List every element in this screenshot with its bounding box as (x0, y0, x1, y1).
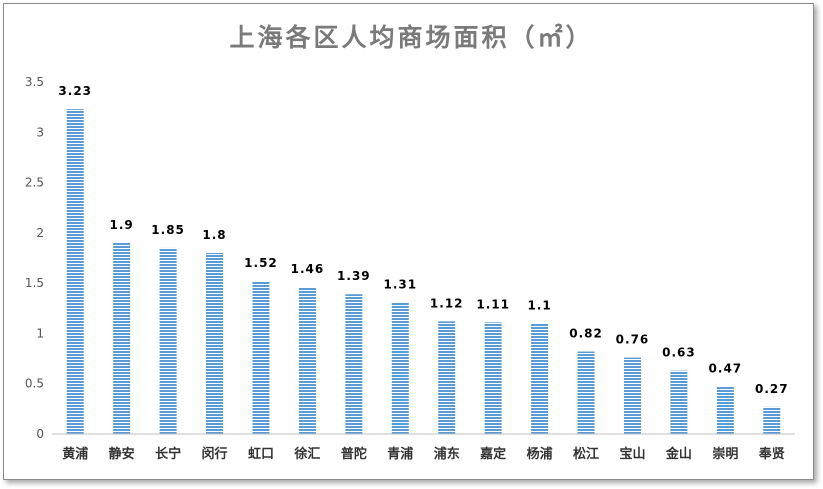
y-tick-label: 0.5 (25, 377, 44, 391)
bar (252, 281, 270, 434)
y-tick-label: 1.5 (25, 276, 44, 290)
y-tick-label: 2 (36, 226, 44, 240)
bar (391, 302, 409, 434)
x-tick-label: 长宁 (155, 446, 181, 462)
data-label: 1.31 (383, 277, 417, 291)
data-label: 1.9 (110, 218, 134, 232)
bar (66, 109, 84, 434)
data-label: 3.23 (58, 84, 92, 98)
bar (438, 321, 456, 434)
y-tick-label: 3 (36, 125, 44, 139)
data-label: 0.27 (755, 382, 789, 396)
bar (623, 357, 641, 434)
bar (113, 242, 131, 434)
x-tick-label: 浦东 (434, 446, 460, 462)
data-labels: 3.23 1.9 1.85 1.8 1.52 1.46 1.39 1.31 1.12 1.11 1.… (58, 84, 789, 396)
data-label: 0.82 (569, 327, 603, 341)
bar (345, 294, 363, 434)
x-axis: 黄浦 静安 长宁 闵行 虹口 徐汇 普陀 青浦 浦东 嘉定 杨浦 松江 宝山 金山 崇明 奉贤 (52, 433, 795, 462)
bars (66, 109, 781, 434)
data-label: 1.1 (527, 298, 551, 312)
y-axis: 0 0.5 1 1.5 2 2.5 3 3.5 (25, 75, 44, 441)
data-label: 1.8 (202, 228, 226, 242)
bar (484, 322, 502, 434)
bar (298, 287, 316, 434)
bar (531, 323, 549, 434)
x-tick-label: 徐汇 (293, 446, 320, 462)
y-tick-label: 2.5 (25, 176, 44, 190)
bar (206, 252, 224, 434)
data-label: 1.12 (430, 296, 464, 310)
x-tick-label: 宝山 (619, 446, 645, 462)
data-label: 1.85 (151, 223, 185, 237)
bar (763, 406, 781, 434)
x-tick-label: 杨浦 (527, 446, 553, 462)
x-tick-label: 崇明 (712, 446, 738, 462)
x-tick-label: 虹口 (248, 446, 274, 462)
x-tick-label: 奉贤 (758, 446, 785, 462)
y-tick-label: 1 (36, 326, 44, 340)
x-tick-label: 闵行 (202, 446, 228, 462)
data-label: 0.76 (616, 333, 650, 347)
x-tick-label: 普陀 (341, 446, 367, 462)
x-tick-label: 青浦 (387, 446, 413, 462)
data-label: 1.11 (476, 297, 510, 311)
x-tick-label: 静安 (109, 446, 135, 462)
x-tick-label: 黄浦 (62, 446, 88, 462)
bar (159, 247, 177, 434)
data-label: 1.52 (244, 256, 278, 270)
x-tick-label: 嘉定 (479, 446, 506, 462)
data-label: 1.46 (291, 262, 325, 276)
bar (577, 351, 595, 434)
y-tick-label: 0 (36, 427, 44, 441)
x-tick-label: 松江 (573, 446, 599, 462)
x-tick-label: 金山 (665, 446, 692, 462)
bar (670, 370, 688, 434)
y-tick-label: 3.5 (25, 75, 44, 89)
bar (716, 386, 734, 434)
data-label: 1.39 (337, 269, 371, 283)
chart-title: 上海各区人均商场面积（㎡） (229, 23, 594, 52)
data-label: 0.47 (709, 362, 743, 376)
data-label: 0.63 (662, 346, 696, 360)
